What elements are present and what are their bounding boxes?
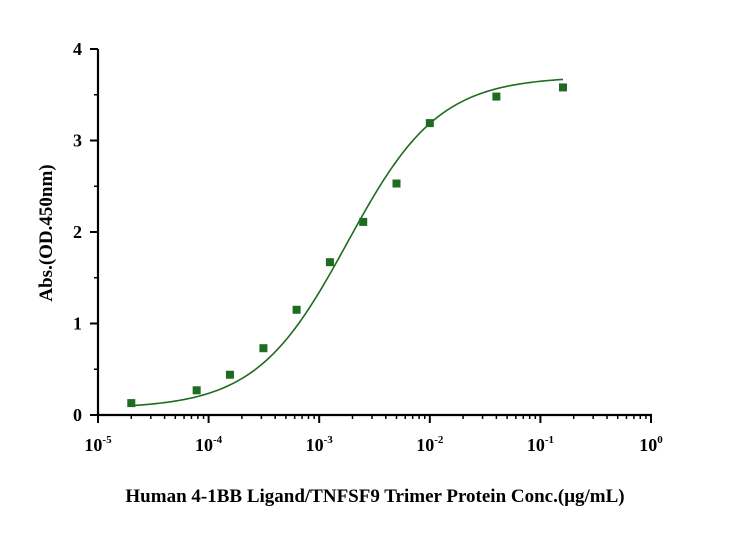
x-tick-label: 10-2 — [416, 434, 444, 455]
y-tick-label: 4 — [73, 39, 82, 59]
data-point — [392, 179, 401, 188]
x-axis-title: Human 4-1BB Ligand/TNFSF9 Trimer Protein… — [125, 486, 624, 507]
data-point — [359, 217, 368, 226]
data-points — [127, 83, 567, 408]
y-axis-ticks: 0 1 2 3 4 — [73, 39, 98, 425]
data-point — [492, 92, 501, 101]
fit-curve — [131, 78, 564, 407]
x-tick-label: 10-1 — [527, 434, 554, 455]
y-tick-label: 0 — [73, 405, 82, 425]
data-point — [192, 386, 201, 395]
y-tick-label: 1 — [73, 314, 82, 334]
y-tick-label: 3 — [73, 131, 82, 151]
x-axis-ticks: 10-5 10-4 10-3 10-2 10-1 100 — [84, 415, 663, 455]
x-tick-label: 10-5 — [84, 434, 112, 455]
x-tick-label: 10-3 — [306, 434, 334, 455]
x-tick-label: 10-4 — [195, 434, 223, 455]
y-axis-title: Abs.(OD.450nm) — [36, 164, 57, 301]
data-point — [325, 258, 334, 267]
data-point — [127, 399, 136, 408]
data-point — [259, 344, 268, 353]
data-point — [558, 83, 567, 92]
data-point — [225, 370, 234, 379]
x-tick-label: 100 — [639, 434, 663, 455]
data-point — [425, 119, 434, 128]
data-point — [292, 305, 301, 314]
y-tick-label: 2 — [73, 222, 82, 242]
axes — [96, 49, 652, 417]
